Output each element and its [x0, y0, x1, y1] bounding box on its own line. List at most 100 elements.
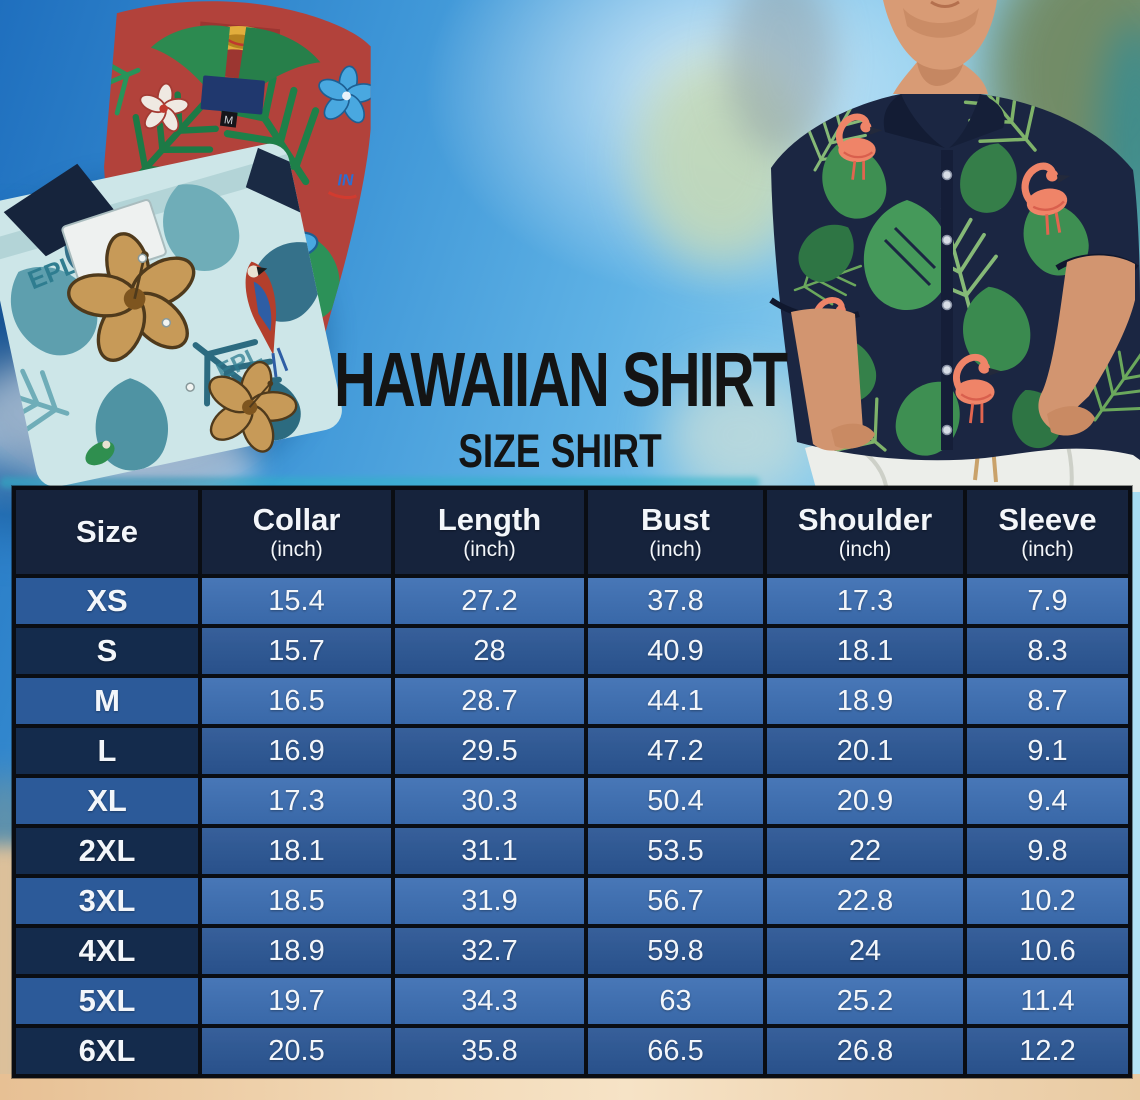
cell-6xl-sleeve: 12.2 — [963, 1024, 1132, 1078]
teal-shirt-collar — [3, 163, 120, 257]
size-label-m: M — [12, 674, 202, 728]
bird-print — [85, 440, 115, 466]
cell-4xl-sleeve: 10.6 — [963, 924, 1132, 978]
folded-shirts-photo: M IN EPL EPL — [0, 1, 382, 497]
cell-xs-shoulder: 17.3 — [763, 574, 967, 628]
red-shirt-size-tab — [219, 110, 238, 128]
shirt-collar-left — [883, 94, 945, 148]
size-label-2xl: 2XL — [12, 824, 202, 878]
red-shirt-logo-text: IN — [337, 172, 354, 189]
model-neck — [883, 0, 997, 94]
cell-2xl-sleeve: 9.8 — [963, 824, 1132, 878]
header-row: Size Collar (inch) Length (inch) Bust (inch) Sh… — [12, 486, 1132, 578]
size-label-5xl: 5XL — [12, 974, 202, 1028]
shirt-collar-right — [949, 94, 1005, 148]
teal-shirt-buttons — [137, 253, 195, 392]
cell-3xl-sleeve: 10.2 — [963, 874, 1132, 928]
cell-s-sleeve: 8.3 — [963, 624, 1132, 678]
size-row-4xl: 4XL 18.9 32.7 59.8 24 10.6 — [12, 924, 1132, 978]
cell-xs-bust: 37.8 — [584, 574, 767, 628]
column-header-shoulder: Shoulder (inch) — [763, 486, 967, 578]
model-arms — [769, 253, 1139, 451]
cell-3xl-bust: 56.7 — [584, 874, 767, 928]
model-wearing-shirt-photo — [769, 0, 1140, 492]
cell-xs-sleeve: 7.9 — [963, 574, 1132, 628]
size-table: Size Collar (inch) Length (inch) Bust (inch) Sh… — [12, 486, 1132, 1078]
cell-6xl-bust: 66.5 — [584, 1024, 767, 1078]
size-table-container: Size Collar (inch) Length (inch) Bust (inch) Sh… — [12, 486, 1132, 1078]
cell-l-sleeve: 9.1 — [963, 724, 1132, 778]
size-label-3xl: 3XL — [12, 874, 202, 928]
cell-xl-bust: 50.4 — [584, 774, 767, 828]
cell-3xl-collar: 18.5 — [198, 874, 395, 928]
column-header-collar: Collar (inch) — [198, 486, 395, 578]
model-shirt — [771, 94, 1140, 461]
page-subtitle: SIZE SHIRT — [458, 425, 662, 478]
cell-2xl-length: 31.1 — [391, 824, 588, 878]
size-label-l: L — [12, 724, 202, 778]
size-label-4xl: 4XL — [12, 924, 202, 978]
red-shirt-size-tag-text: M — [223, 114, 234, 127]
page-title: HAWAIIAN SHIRT — [333, 337, 788, 424]
size-row-6xl: 6XL 20.5 35.8 66.5 26.8 12.2 — [12, 1024, 1132, 1078]
column-label: Length — [437, 502, 542, 538]
cell-xl-shoulder: 20.9 — [763, 774, 967, 828]
column-unit: (inch) — [649, 537, 702, 561]
cell-4xl-length: 32.7 — [391, 924, 588, 978]
column-label: Shoulder — [797, 502, 933, 538]
cell-3xl-shoulder: 22.8 — [763, 874, 967, 928]
cell-5xl-collar: 19.7 — [198, 974, 395, 1028]
column-header-sleeve: Sleeve (inch) — [963, 486, 1132, 578]
size-table-header: Size Collar (inch) Length (inch) Bust (inch) Sh… — [12, 486, 1132, 578]
column-header-bust: Bust (inch) — [584, 486, 767, 578]
cell-2xl-collar: 18.1 — [198, 824, 395, 878]
cell-l-bust: 47.2 — [584, 724, 767, 778]
column-label: Collar — [252, 502, 341, 538]
cell-6xl-shoulder: 26.8 — [763, 1024, 967, 1078]
cell-l-shoulder: 20.1 — [763, 724, 967, 778]
cell-xl-sleeve: 9.4 — [963, 774, 1132, 828]
cell-m-collar: 16.5 — [198, 674, 395, 728]
column-label: Size — [75, 513, 139, 549]
cell-xs-length: 27.2 — [391, 574, 588, 628]
cell-6xl-collar: 20.5 — [198, 1024, 395, 1078]
title-block: HAWAIIAN SHIRT SIZE SHIRT — [300, 336, 820, 477]
ocean-horizon-line — [0, 477, 760, 488]
cell-s-shoulder: 18.1 — [763, 624, 967, 678]
size-row-xs: XS 15.4 27.2 37.8 17.3 7.9 — [12, 574, 1132, 628]
cell-2xl-bust: 53.5 — [584, 824, 767, 878]
size-row-2xl: 2XL 18.1 31.1 53.5 22 9.8 — [12, 824, 1132, 878]
column-label: Bust — [641, 502, 710, 538]
column-unit: (inch) — [1021, 537, 1074, 561]
size-row-5xl: 5XL 19.7 34.3 63 25.2 11.4 — [12, 974, 1132, 1028]
cell-s-length: 28 — [391, 624, 588, 678]
cell-xs-collar: 15.4 — [198, 574, 395, 628]
teal-folded-shirt: EPL EPL — [0, 143, 342, 487]
model-shirt-pattern — [784, 94, 1140, 461]
cell-5xl-shoulder: 25.2 — [763, 974, 967, 1028]
size-label-6xl: 6XL — [12, 1024, 202, 1078]
cell-2xl-shoulder: 22 — [763, 824, 967, 878]
cell-4xl-bust: 59.8 — [584, 924, 767, 978]
cell-m-sleeve: 8.7 — [963, 674, 1132, 728]
cell-s-bust: 40.9 — [584, 624, 767, 678]
beach-sand-strip — [0, 1074, 1140, 1100]
teal-shirt-collar-right — [245, 147, 301, 213]
cell-xl-collar: 17.3 — [198, 774, 395, 828]
cell-m-shoulder: 18.9 — [763, 674, 967, 728]
cell-4xl-collar: 18.9 — [198, 924, 395, 978]
size-row-s: S 15.7 28 40.9 18.1 8.3 — [12, 624, 1132, 678]
size-table-body: XS 15.4 27.2 37.8 17.3 7.9 S 15.7 28 40.9 18.1 8.3 M… — [12, 574, 1132, 1078]
cell-5xl-bust: 63 — [584, 974, 767, 1028]
size-row-l: L 16.9 29.5 47.2 20.1 9.1 — [12, 724, 1132, 778]
cell-l-length: 29.5 — [391, 724, 588, 778]
column-unit: (inch) — [463, 537, 516, 561]
red-shirt-neck-label — [200, 75, 265, 115]
size-label-xs: XS — [12, 574, 202, 628]
column-unit: (inch) — [270, 537, 323, 561]
column-header-size: Size — [12, 486, 202, 578]
size-row-xl: XL 17.3 30.3 50.4 20.9 9.4 — [12, 774, 1132, 828]
size-label-s: S — [12, 624, 202, 678]
cell-m-bust: 44.1 — [584, 674, 767, 728]
